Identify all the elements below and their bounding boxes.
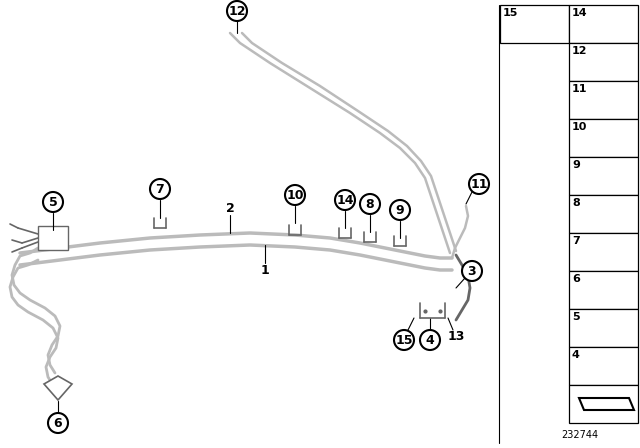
Bar: [500, 5, 569, 43]
Text: 6: 6: [572, 274, 580, 284]
Polygon shape: [44, 376, 72, 400]
Circle shape: [360, 194, 380, 214]
Bar: [569, 119, 638, 157]
Bar: [569, 309, 638, 347]
Bar: [38, 226, 68, 250]
Text: 11: 11: [470, 177, 488, 190]
Bar: [569, 385, 638, 423]
Text: 3: 3: [468, 264, 476, 277]
Text: 232744: 232744: [561, 430, 598, 440]
Text: 8: 8: [365, 198, 374, 211]
Bar: [569, 233, 638, 271]
Text: 11: 11: [572, 84, 588, 94]
Bar: [569, 347, 638, 385]
Text: 14: 14: [572, 8, 588, 18]
Bar: [569, 271, 638, 309]
Circle shape: [48, 413, 68, 433]
Text: 5: 5: [572, 312, 580, 322]
Bar: [569, 43, 638, 81]
Text: 9: 9: [572, 160, 580, 170]
Text: 9: 9: [396, 203, 404, 216]
Circle shape: [469, 174, 489, 194]
Text: 15: 15: [503, 8, 518, 18]
Text: 1: 1: [260, 263, 269, 276]
Text: 12: 12: [572, 46, 588, 56]
Bar: [569, 81, 638, 119]
Circle shape: [227, 1, 247, 21]
Bar: [569, 195, 638, 233]
Text: 10: 10: [286, 189, 304, 202]
Text: 2: 2: [226, 202, 234, 215]
Bar: [569, 5, 638, 43]
Bar: [569, 157, 638, 195]
Text: 10: 10: [572, 122, 588, 132]
Text: 6: 6: [54, 417, 62, 430]
Circle shape: [285, 185, 305, 205]
Text: 7: 7: [156, 182, 164, 195]
Circle shape: [462, 261, 482, 281]
Text: 8: 8: [572, 198, 580, 208]
Text: 12: 12: [228, 4, 246, 17]
Circle shape: [394, 330, 414, 350]
Text: 4: 4: [426, 333, 435, 346]
Circle shape: [420, 330, 440, 350]
Text: 15: 15: [396, 333, 413, 346]
Circle shape: [390, 200, 410, 220]
Text: 4: 4: [572, 350, 580, 360]
Text: 14: 14: [336, 194, 354, 207]
Circle shape: [43, 192, 63, 212]
Text: 5: 5: [49, 195, 58, 208]
Circle shape: [335, 190, 355, 210]
Circle shape: [150, 179, 170, 199]
Text: 7: 7: [572, 236, 580, 246]
Text: 13: 13: [447, 329, 465, 343]
Polygon shape: [579, 398, 634, 410]
